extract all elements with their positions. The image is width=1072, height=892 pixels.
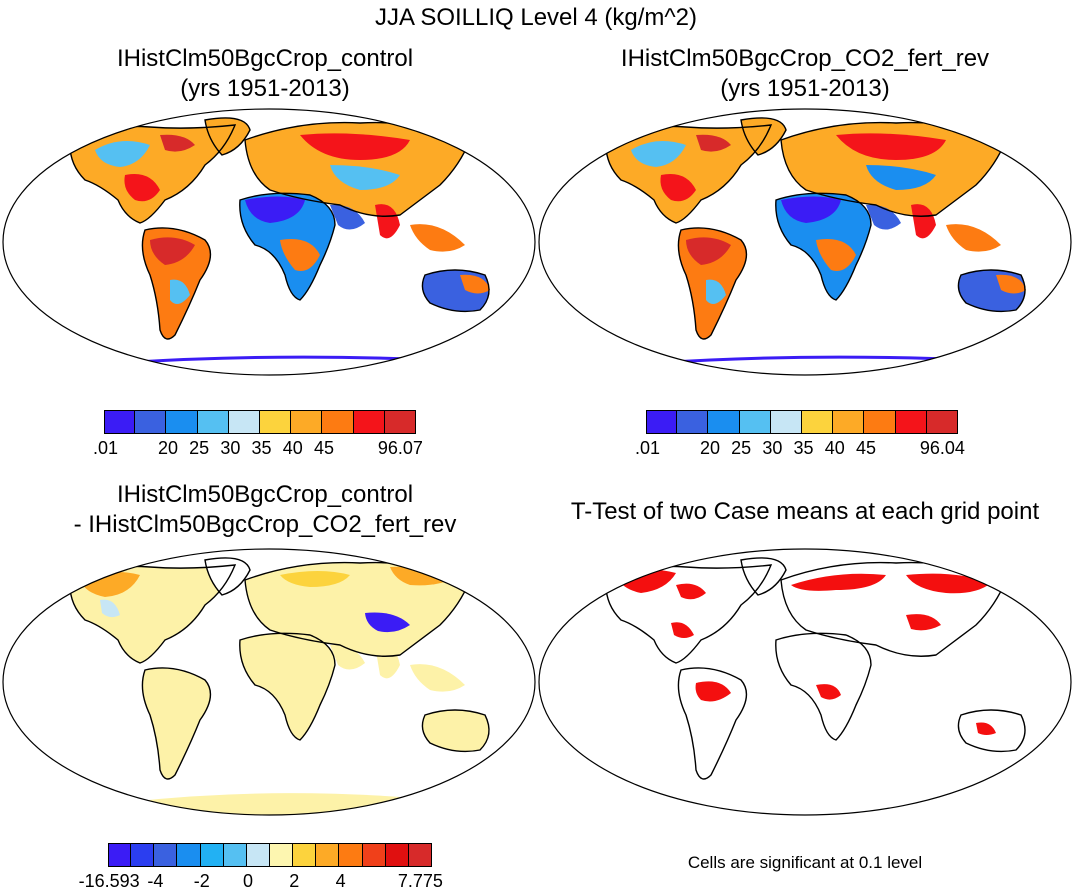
- colorbar-tick-label: 45: [855, 438, 876, 458]
- coastlines: [69, 557, 490, 780]
- colorbar-swatch: [646, 410, 678, 434]
- colorbar-tick-label: 4: [335, 871, 346, 891]
- colorbar-swatch: [353, 410, 385, 434]
- colorbar-swatch: [197, 410, 229, 434]
- colorbar-tick-label: 30: [762, 438, 783, 458]
- colorbar-swatch: [269, 843, 294, 867]
- colorbar-swatch: [322, 410, 354, 434]
- map-co2: [538, 108, 1072, 376]
- colorbar-swatch: [408, 843, 432, 867]
- colorbar-swatch: [895, 410, 927, 434]
- coastlines: [69, 117, 490, 340]
- panel-control-title-line1: IHistClm50BgcCrop_control: [116, 45, 414, 72]
- panel-co2-title-line2: (yrs 1951-2013): [720, 75, 890, 102]
- colorbar-swatch: [316, 843, 340, 867]
- panel-diff-title: IHistClm50BgcCrop_control - IHistClm50Bg…: [40, 480, 490, 540]
- colorbar-tick-label: 2: [289, 871, 300, 891]
- panel-diff-title-line2: - IHistClm50BgcCrop_CO2_fert_rev: [73, 511, 457, 538]
- colorbar-swatch: [291, 410, 323, 434]
- colorbar-co2: [646, 410, 958, 434]
- colorbar-swatch: [108, 843, 132, 867]
- colorbar-tick-label: 20: [699, 438, 720, 458]
- colorbar-tick-label: 96.04: [919, 438, 965, 458]
- ocean-background: [539, 549, 1071, 815]
- colorbar-diff: [108, 843, 432, 867]
- significant-cells: [616, 569, 996, 735]
- panel-diff-title-line1: IHistClm50BgcCrop_control: [116, 481, 414, 508]
- colorbar-control-frame: [104, 410, 416, 434]
- colorbar-swatch: [339, 843, 363, 867]
- colorbar-tick-label: 40: [282, 438, 303, 458]
- colorbar-swatch: [708, 410, 740, 434]
- land-fields: [606, 117, 1026, 365]
- colorbar-tick-label: 20: [157, 438, 178, 458]
- colorbar-swatch: [384, 410, 416, 434]
- colorbar-swatch: [246, 843, 270, 867]
- map-border: [538, 548, 1072, 816]
- map-ttest: [538, 548, 1072, 816]
- colorbar-swatch: [770, 410, 802, 434]
- colorbar-tick-label: -4: [147, 871, 164, 891]
- colorbar-tick-label: -16.593: [78, 871, 140, 891]
- colorbar-swatch: [293, 843, 317, 867]
- colorbar-swatch: [166, 410, 198, 434]
- coastlines: [605, 117, 1026, 340]
- panel-ttest-title-line1: T-Test of two Case means at each grid po…: [570, 498, 1040, 525]
- colorbar-tick-label: 45: [313, 438, 334, 458]
- colorbar-swatch: [228, 410, 260, 434]
- colorbar-tick-label: 40: [824, 438, 845, 458]
- colorbar-swatch: [362, 843, 386, 867]
- map-diff: [2, 548, 536, 816]
- colorbar-control: [104, 410, 416, 434]
- colorbar-swatch: [131, 843, 155, 867]
- colorbar-tick-label: -2: [193, 871, 210, 891]
- colorbar-tick-label: .01: [93, 438, 119, 458]
- panel-control-title-line2: (yrs 1951-2013): [180, 75, 350, 102]
- coastlines: [605, 557, 1026, 780]
- colorbar-swatch: [801, 410, 834, 434]
- figure-title: JJA SOILLIQ Level 4 (kg/m^2): [374, 4, 698, 31]
- colorbar-swatch: [135, 410, 167, 434]
- colorbar-swatch: [177, 843, 201, 867]
- colorbar-tick-label: 7.775: [397, 871, 443, 891]
- panel-co2-title-line1: IHistClm50BgcCrop_CO2_fert_rev: [620, 45, 990, 72]
- colorbar-co2-frame: [646, 410, 958, 434]
- colorbar-tick-label: 0: [242, 871, 254, 891]
- colorbar-tick-label: 35: [251, 438, 272, 458]
- colorbar-swatch: [104, 410, 136, 434]
- panel-ttest-title: T-Test of two Case means at each grid po…: [540, 497, 1070, 527]
- colorbar-tick-label: 35: [793, 438, 814, 458]
- map-border: [2, 108, 536, 376]
- panel-co2-title: IHistClm50BgcCrop_CO2_fert_rev (yrs 1951…: [560, 44, 1050, 104]
- panel-control-title: IHistClm50BgcCrop_control (yrs 1951-2013…: [60, 44, 470, 104]
- map-border: [2, 548, 536, 816]
- colorbar-tick-label: 25: [731, 438, 752, 458]
- significance-note: Cells are significant at 0.1 level: [687, 853, 923, 872]
- land-fields: [70, 117, 490, 375]
- colorbar-swatch: [200, 843, 224, 867]
- map-border: [538, 108, 1072, 376]
- colorbar-tick-label: 96.07: [377, 438, 423, 458]
- colorbar-swatch: [926, 410, 958, 434]
- colorbar-swatch: [223, 843, 247, 867]
- colorbar-tick-label: 25: [189, 438, 210, 458]
- colorbar-tick-label: .01: [635, 438, 661, 458]
- colorbar-swatch: [833, 410, 865, 434]
- colorbar-swatch: [259, 410, 292, 434]
- colorbar-diff-frame: [108, 843, 432, 867]
- colorbar-swatch: [385, 843, 409, 867]
- colorbar-swatch: [154, 843, 178, 867]
- colorbar-swatch: [739, 410, 771, 434]
- colorbar-swatch: [677, 410, 709, 434]
- map-control: [2, 108, 536, 376]
- colorbar-tick-label: 30: [220, 438, 241, 458]
- colorbar-swatch: [864, 410, 896, 434]
